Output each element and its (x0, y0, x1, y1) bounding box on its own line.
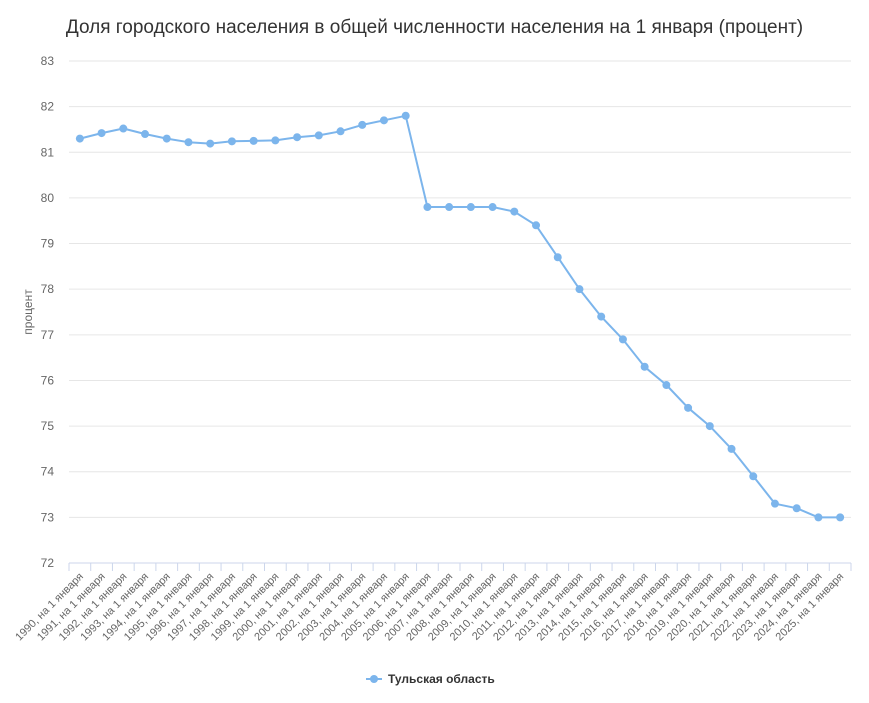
data-point[interactable] (336, 127, 345, 136)
y-tick-label: 82 (41, 100, 55, 114)
data-point[interactable] (358, 120, 367, 129)
y-tick-label: 75 (41, 419, 55, 433)
series-points (75, 111, 845, 522)
data-point[interactable] (227, 137, 236, 146)
data-point[interactable] (532, 221, 541, 230)
y-axis-ticks: 72 73 74 75 76 77 78 79 80 81 82 83 (41, 54, 55, 570)
data-point[interactable] (662, 381, 671, 390)
data-point[interactable] (575, 285, 584, 294)
data-point[interactable] (466, 203, 475, 212)
data-point[interactable] (119, 124, 128, 133)
data-point[interactable] (141, 130, 150, 139)
legend[interactable]: Тульская область (366, 672, 495, 686)
data-point[interactable] (640, 362, 649, 371)
data-point[interactable] (597, 312, 606, 321)
chart-title: Доля городского населения в общей числен… (65, 17, 804, 38)
data-point[interactable] (75, 134, 84, 143)
data-point[interactable] (184, 138, 193, 147)
data-point[interactable] (271, 136, 280, 145)
x-axis (68, 562, 852, 571)
y-tick-label: 83 (41, 54, 55, 68)
data-point[interactable] (510, 207, 519, 216)
data-point[interactable] (445, 203, 454, 212)
series-lines (78, 114, 842, 519)
data-point[interactable] (749, 472, 758, 481)
data-point[interactable] (792, 504, 801, 513)
data-point[interactable] (684, 403, 693, 412)
data-point[interactable] (401, 111, 410, 120)
y-tick-label: 72 (41, 556, 55, 570)
y-tick-label: 79 (41, 237, 55, 251)
data-point[interactable] (249, 136, 258, 145)
grid-lines (69, 60, 851, 518)
data-point[interactable] (770, 499, 779, 508)
data-point[interactable] (488, 203, 497, 212)
series-line (78, 114, 842, 519)
y-tick-label: 77 (41, 328, 55, 342)
y-tick-label: 81 (41, 145, 55, 159)
data-point[interactable] (162, 134, 171, 143)
y-tick-label: 78 (41, 282, 55, 296)
data-point[interactable] (553, 253, 562, 262)
data-point[interactable] (814, 513, 823, 522)
data-point[interactable] (727, 444, 736, 453)
data-point[interactable] (836, 513, 845, 522)
data-point[interactable] (97, 129, 106, 138)
data-point[interactable] (423, 203, 432, 212)
y-tick-label: 80 (41, 191, 55, 205)
legend-item-label: Тульская область (388, 672, 495, 686)
data-point[interactable] (314, 131, 323, 140)
y-axis-label: процент (21, 289, 35, 335)
data-point[interactable] (618, 335, 627, 344)
data-point[interactable] (705, 422, 714, 431)
legend-marker-icon (370, 675, 378, 683)
y-tick-label: 74 (41, 465, 55, 479)
data-point[interactable] (206, 139, 215, 148)
y-tick-label: 76 (41, 373, 55, 387)
data-point[interactable] (293, 133, 302, 142)
data-point[interactable] (379, 116, 388, 125)
y-tick-label: 73 (41, 510, 55, 524)
